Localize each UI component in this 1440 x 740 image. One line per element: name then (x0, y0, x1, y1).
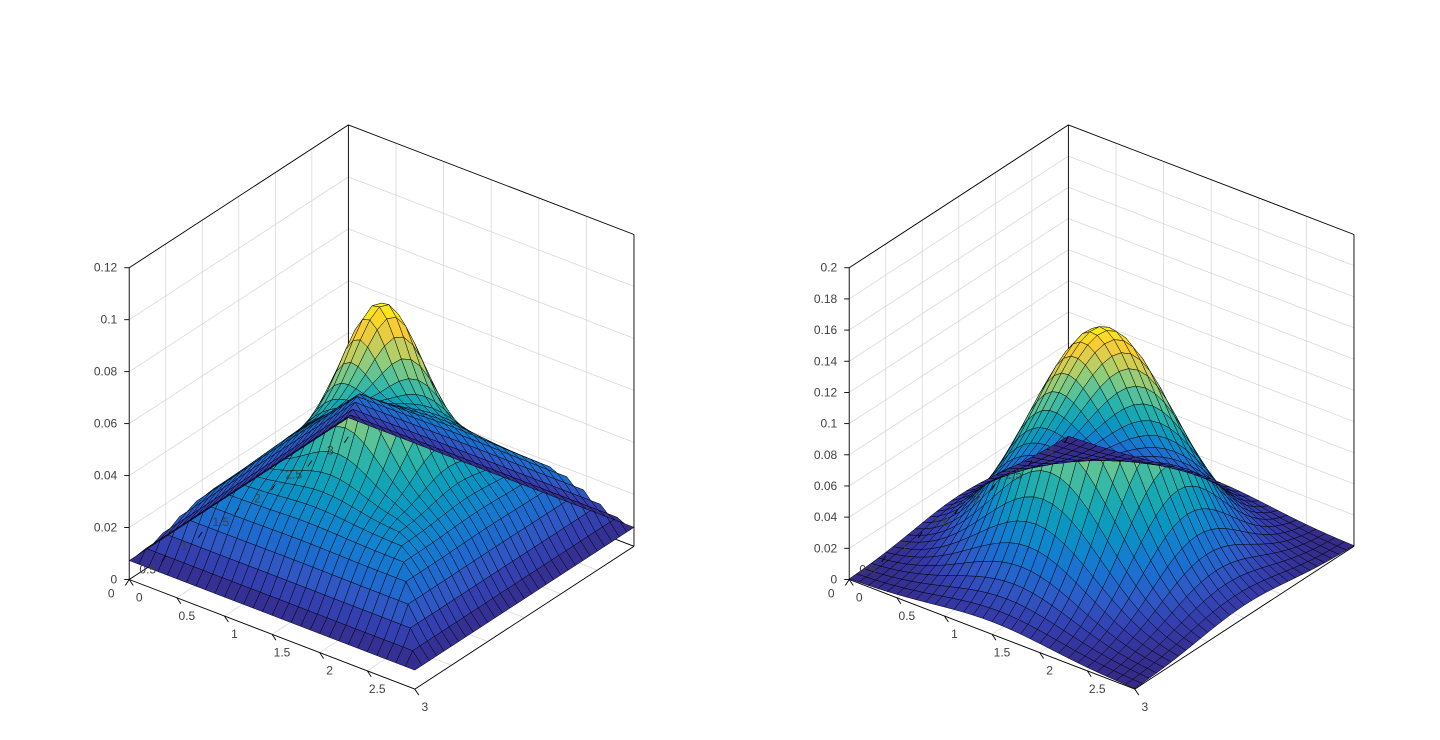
y-tick-label: 0 (828, 586, 835, 600)
z-tick-label: 0.1 (101, 313, 118, 327)
z-tick-label: 0.16 (814, 323, 838, 337)
y-tick-label: 2.5 (1006, 467, 1023, 481)
x-tick-label: 1.5 (994, 645, 1011, 659)
x-tick-label: 0 (856, 590, 863, 604)
y-tick-label: 1 (901, 539, 908, 553)
y-tick-label: 0.5 (859, 563, 876, 577)
z-tick-label: 0.18 (814, 292, 838, 306)
z-tick-label: 0 (111, 572, 118, 586)
z-tick-label: 0.08 (94, 365, 118, 379)
x-tick-label: 0.5 (178, 609, 195, 623)
left-surface-plot: 0 0.5 1 1.5 2 2.5 3 0 0.5 1 1.5 2 2.5 3 0 0.02 0.04 0.06 0… (0, 0, 720, 740)
y-tick-label: 1.5 (932, 515, 949, 529)
right-surface-plot: 0 0.5 1 1.5 2 2.5 3 0 0.5 1 1.5 2 2.5 3 0 0.02 0.04 0.06 0… (720, 0, 1440, 740)
z-tick-label: 0.1 (821, 417, 838, 431)
z-tick-label: 0.14 (814, 354, 838, 368)
right-panel: 0 0.5 1 1.5 2 2.5 3 0 0.5 1 1.5 2 2.5 3 0 0.02 0.04 0.06 0… (720, 0, 1440, 740)
x-tick-label: 3 (421, 700, 428, 714)
x-tick-label: 3 (1141, 700, 1148, 714)
x-tick-label: 2 (326, 664, 333, 678)
y-tick-label: 2.5 (286, 467, 303, 481)
z-tick-label: 0.02 (94, 521, 118, 535)
y-tick-label: 0 (108, 586, 115, 600)
y-tick-label: 3 (327, 444, 334, 458)
x-tick-label: 1 (231, 627, 238, 641)
x-tick-label: 2 (1046, 664, 1053, 678)
x-tick-label: 0 (136, 590, 143, 604)
x-tick-label: 1.5 (274, 645, 291, 659)
y-tick-label: 1 (181, 539, 188, 553)
z-tick-label: 0.06 (94, 417, 118, 431)
x-tick-label: 2.5 (1089, 682, 1106, 696)
z-tick-label: 0.04 (94, 469, 118, 483)
y-tick-label: 3 (1047, 444, 1054, 458)
x-tick-label: 0.5 (898, 609, 915, 623)
x-tick-label: 2.5 (369, 682, 386, 696)
z-tick-label: 0.12 (814, 385, 838, 399)
y-tick-label: 2 (974, 491, 981, 505)
z-tick-label: 0.08 (814, 448, 838, 462)
z-tick-label: 0.06 (814, 479, 838, 493)
x-tick-label: 1 (951, 627, 958, 641)
y-tick-label: 1.5 (212, 515, 229, 529)
z-tick-label: 0 (831, 572, 838, 586)
z-tick-label: 0.04 (814, 510, 838, 524)
z-tick-label: 0.12 (94, 261, 118, 275)
y-tick-label: 0.5 (139, 563, 156, 577)
left-panel: 0 0.5 1 1.5 2 2.5 3 0 0.5 1 1.5 2 2.5 3 0 0.02 0.04 0.06 0… (0, 0, 720, 740)
z-tick-label: 0.02 (814, 541, 838, 555)
y-tick-label: 2 (254, 491, 261, 505)
z-tick-label: 0.2 (821, 261, 838, 275)
figure-container: 0 0.5 1 1.5 2 2.5 3 0 0.5 1 1.5 2 2.5 3 0 0.02 0.04 0.06 0… (0, 0, 1440, 740)
